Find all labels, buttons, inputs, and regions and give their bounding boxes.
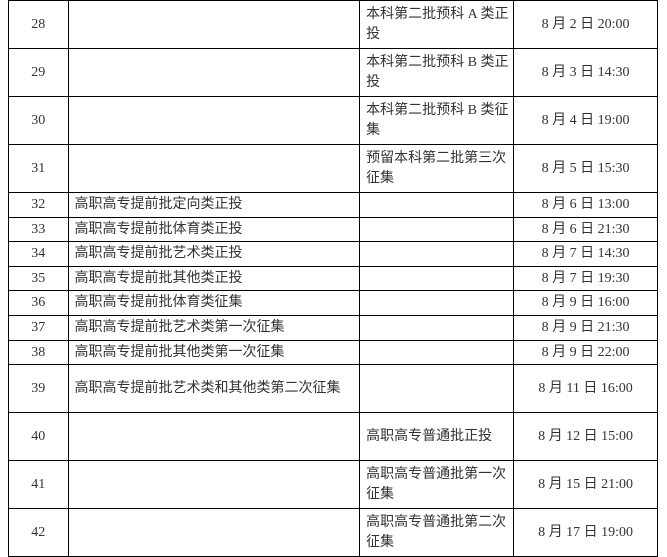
seq-cell: 33: [9, 217, 69, 242]
seq-cell: 28: [9, 1, 69, 49]
category-cell: 预留本科第二批第三次征集: [360, 145, 514, 193]
category-cell: 高职高专普通批正投: [360, 413, 514, 461]
datetime-cell: 8 月 5 日 15:30: [514, 145, 658, 193]
category-cell: [360, 315, 514, 340]
category-cell: [360, 266, 514, 291]
seq-cell: 42: [9, 509, 69, 557]
category-cell: [360, 291, 514, 316]
table-row: 34高职高专提前批艺术类正投 8 月 7 日 14:30: [9, 242, 658, 267]
seq-cell: 41: [9, 461, 69, 509]
desc-cell: [68, 413, 360, 461]
seq-cell: 32: [9, 193, 69, 218]
table-row: 42 高职高专普通批第二次征集8 月 17 日 19:00: [9, 509, 658, 557]
table-row: 28 本科第二批预科 A 类正投8 月 2 日 20:00: [9, 1, 658, 49]
desc-cell: [68, 97, 360, 145]
desc-cell: [68, 49, 360, 97]
table-row: 33高职高专提前批体育类正投 8 月 6 日 21:30: [9, 217, 658, 242]
category-cell: 高职高专普通批第一次征集: [360, 461, 514, 509]
category-cell: [360, 365, 514, 413]
category-cell: 本科第二批预科 B 类征集: [360, 97, 514, 145]
table-row: 29 本科第二批预科 B 类正投8 月 3 日 14:30: [9, 49, 658, 97]
seq-cell: 34: [9, 242, 69, 267]
category-cell: [360, 217, 514, 242]
desc-cell: 高职高专提前批体育类征集: [68, 291, 360, 316]
table-row: 37高职高专提前批艺术类第一次征集 8 月 9 日 21:30: [9, 315, 658, 340]
category-cell: [360, 340, 514, 365]
table-row: 31 预留本科第二批第三次征集8 月 5 日 15:30: [9, 145, 658, 193]
table-row: 38高职高专提前批其他类第一次征集 8 月 9 日 22:00: [9, 340, 658, 365]
datetime-cell: 8 月 11 日 16:00: [514, 365, 658, 413]
table-row: 36高职高专提前批体育类征集 8 月 9 日 16:00: [9, 291, 658, 316]
desc-cell: [68, 1, 360, 49]
desc-cell: 高职高专提前批其他类正投: [68, 266, 360, 291]
datetime-cell: 8 月 7 日 19:30: [514, 266, 658, 291]
category-cell: 本科第二批预科 A 类正投: [360, 1, 514, 49]
datetime-cell: 8 月 9 日 21:30: [514, 315, 658, 340]
desc-cell: 高职高专提前批艺术类第一次征集: [68, 315, 360, 340]
category-cell: [360, 193, 514, 218]
table-row: 39高职高专提前批艺术类和其他类第二次征集 8 月 11 日 16:00: [9, 365, 658, 413]
table-row: 41 高职高专普通批第一次征集8 月 15 日 21:00: [9, 461, 658, 509]
seq-cell: 30: [9, 97, 69, 145]
desc-cell: 高职高专提前批其他类第一次征集: [68, 340, 360, 365]
datetime-cell: 8 月 7 日 14:30: [514, 242, 658, 267]
datetime-cell: 8 月 6 日 13:00: [514, 193, 658, 218]
datetime-cell: 8 月 4 日 19:00: [514, 97, 658, 145]
datetime-cell: 8 月 6 日 21:30: [514, 217, 658, 242]
seq-cell: 35: [9, 266, 69, 291]
seq-cell: 29: [9, 49, 69, 97]
category-cell: 本科第二批预科 B 类正投: [360, 49, 514, 97]
datetime-cell: 8 月 17 日 19:00: [514, 509, 658, 557]
seq-cell: 37: [9, 315, 69, 340]
desc-cell: 高职高专提前批体育类正投: [68, 217, 360, 242]
seq-cell: 36: [9, 291, 69, 316]
datetime-cell: 8 月 12 日 15:00: [514, 413, 658, 461]
category-cell: 高职高专普通批第二次征集: [360, 509, 514, 557]
datetime-cell: 8 月 15 日 21:00: [514, 461, 658, 509]
desc-cell: [68, 461, 360, 509]
table-row: 32高职高专提前批定向类正投 8 月 6 日 13:00: [9, 193, 658, 218]
table-row: 30 本科第二批预科 B 类征集8 月 4 日 19:00: [9, 97, 658, 145]
desc-cell: [68, 509, 360, 557]
datetime-cell: 8 月 9 日 22:00: [514, 340, 658, 365]
datetime-cell: 8 月 2 日 20:00: [514, 1, 658, 49]
schedule-table: 28 本科第二批预科 A 类正投8 月 2 日 20:00 29 本科第二批预科 B …: [8, 0, 658, 557]
table-row: 40 高职高专普通批正投8 月 12 日 15:00: [9, 413, 658, 461]
table-row: 35高职高专提前批其他类正投 8 月 7 日 19:30: [9, 266, 658, 291]
seq-cell: 38: [9, 340, 69, 365]
seq-cell: 40: [9, 413, 69, 461]
seq-cell: 39: [9, 365, 69, 413]
table-body: 28 本科第二批预科 A 类正投8 月 2 日 20:00 29 本科第二批预科 B …: [9, 1, 658, 557]
category-cell: [360, 242, 514, 267]
desc-cell: 高职高专提前批艺术类正投: [68, 242, 360, 267]
desc-cell: 高职高专提前批艺术类和其他类第二次征集: [68, 365, 360, 413]
desc-cell: 高职高专提前批定向类正投: [68, 193, 360, 218]
datetime-cell: 8 月 9 日 16:00: [514, 291, 658, 316]
desc-cell: [68, 145, 360, 193]
datetime-cell: 8 月 3 日 14:30: [514, 49, 658, 97]
seq-cell: 31: [9, 145, 69, 193]
